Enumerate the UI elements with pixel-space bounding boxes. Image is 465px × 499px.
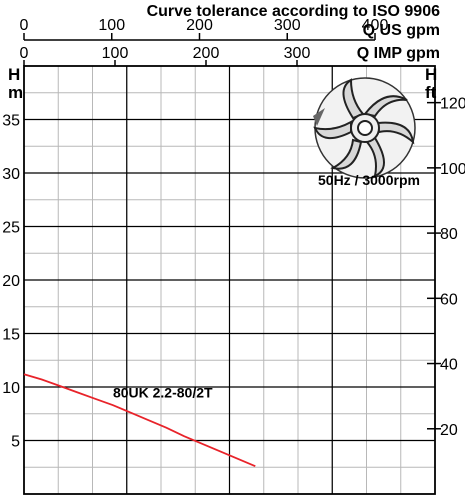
us-gpm-tick-label: 200 — [186, 17, 213, 34]
left-axis-label-h: H — [8, 65, 20, 84]
chart-title: Curve tolerance according to ISO 9906 — [147, 3, 441, 20]
left-tick-label: 30 — [2, 166, 20, 183]
right-axis-label-ft: ft — [425, 83, 437, 102]
right-tick-label: 20 — [440, 422, 458, 439]
right-tick-label: 120 — [440, 96, 465, 113]
speed-label: 50Hz / 3000rpm — [318, 172, 420, 188]
left-tick-label: 5 — [11, 434, 20, 451]
right-tick-label: 100 — [440, 161, 465, 178]
imp-gpm-tick-label: 300 — [284, 45, 311, 62]
series-line-80uk — [23, 373, 256, 468]
right-tick-label: 40 — [440, 357, 458, 374]
right-axis-label-h: H — [425, 65, 437, 84]
imp-gpm-axis-label: Q IMP gpm — [357, 45, 440, 62]
us-gpm-tick-label: 400 — [362, 17, 389, 34]
imp-gpm-tick-label: 200 — [193, 45, 220, 62]
us-gpm-tick-label: 100 — [98, 17, 125, 34]
plot-frame — [23, 65, 436, 495]
series-label: 80UK 2.2-80/2T — [113, 385, 213, 401]
right-tick-label: 80 — [440, 226, 458, 243]
pump-impeller-icon — [313, 77, 416, 179]
top-flow-axes — [23, 33, 376, 66]
left-tick-label: 20 — [2, 273, 20, 290]
left-tick-label: 15 — [2, 327, 20, 344]
us-gpm-tick-label: 0 — [20, 17, 29, 34]
left-axis-label-m: m — [8, 83, 23, 102]
left-tick-label: 10 — [2, 380, 20, 397]
right-tick-label: 60 — [440, 291, 458, 308]
us-gpm-tick-label: 300 — [274, 17, 301, 34]
left-tick-label: 35 — [2, 113, 20, 130]
grid — [24, 66, 435, 494]
left-tick-label: 25 — [2, 220, 20, 237]
imp-gpm-tick-label: 100 — [102, 45, 129, 62]
tick-labels: 0 100 200 300 400 0 100 200 300 5 10 15 20 25 30 35 20 40… — [2, 17, 465, 451]
us-gpm-axis-label: Q US gpm — [363, 22, 440, 39]
imp-gpm-tick-label: 0 — [20, 45, 29, 62]
